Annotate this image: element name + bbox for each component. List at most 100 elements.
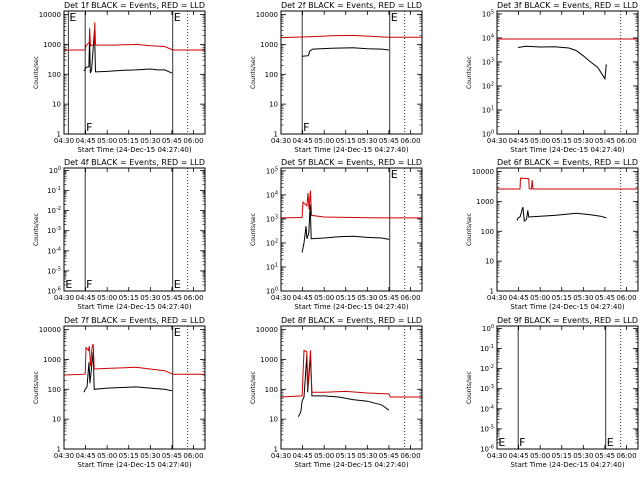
y-axis-label: Counts/sec (466, 213, 473, 246)
y-tick-label: 10000 (472, 168, 494, 176)
y-tick-label: 100 (481, 228, 494, 236)
plot-frame (280, 10, 423, 135)
y-tick-label: 100 (265, 386, 278, 394)
event-marker-label: E (174, 11, 181, 24)
x-tick-label: 05:45 (379, 452, 399, 460)
event-marker-label: E (391, 168, 398, 181)
y-tick-label: 10 (52, 101, 61, 109)
x-tick-label: 05:15 (552, 452, 572, 460)
x-tick-label: 05:15 (336, 452, 356, 460)
x-tick-label: 05:15 (119, 294, 139, 302)
y-tick-label: 1 (490, 288, 494, 296)
panel-title: Det 8f BLACK = Events, RED = LLD (281, 316, 422, 325)
x-tick-label: 06:00 (400, 294, 420, 302)
x-tick-label: 05:15 (119, 137, 139, 145)
series-lld (63, 343, 205, 376)
x-axis-label: Start Time (24-Dec-15 04:27:40) (510, 146, 624, 154)
event-marker-label: F (86, 121, 92, 134)
y-tick-label: 10-5 (47, 266, 61, 275)
detector-panel-3: Det 3f BLACK = Events, RED = LLD Start Ti… (466, 1, 639, 154)
y-tick-label: 1 (57, 446, 61, 454)
x-tick-label: 04:30 (271, 452, 291, 460)
x-axis-label: Start Time (24-Dec-15 04:27:40) (77, 461, 191, 469)
x-tick-label: 05:30 (357, 137, 377, 145)
y-tick-label: 10-1 (480, 344, 494, 353)
x-tick-label: 06:00 (400, 452, 420, 460)
x-tick-label: 06:00 (183, 294, 203, 302)
y-tick-label: 102 (482, 81, 494, 90)
x-tick-label: 05:00 (97, 137, 117, 145)
x-tick-label: 06:00 (616, 294, 636, 302)
x-tick-label: 05:00 (530, 137, 550, 145)
panel-title: Det 9f BLACK = Events, RED = LLD (497, 316, 638, 325)
panel-title: Det 2f BLACK = Events, RED = LLD (281, 1, 422, 10)
x-tick-label: 05:00 (97, 452, 117, 460)
x-tick-label: 06:00 (183, 452, 203, 460)
y-tick-label: 10 (52, 416, 61, 424)
x-tick-label: 06:00 (616, 137, 636, 145)
y-tick-label: 1000 (260, 356, 278, 364)
y-tick-label: 1 (274, 446, 278, 454)
series-lld (280, 190, 422, 219)
x-tick-label: 05:15 (119, 452, 139, 460)
plot-frame (63, 325, 206, 450)
plot-frame (496, 167, 639, 292)
x-tick-label: 05:45 (162, 137, 182, 145)
y-tick-label: 105 (482, 9, 494, 18)
plot-frame (280, 167, 423, 292)
x-tick-label: 05:30 (573, 137, 593, 145)
y-tick-label: 100 (482, 130, 494, 139)
x-axis-label: Start Time (24-Dec-15 04:27:40) (77, 303, 191, 311)
x-tick-label: 05:00 (314, 137, 334, 145)
y-tick-label: 10 (485, 258, 494, 266)
x-tick-label: 04:45 (292, 137, 312, 145)
y-axis-label: Counts/sec (250, 371, 257, 404)
y-axis-label: Counts/sec (466, 371, 473, 404)
y-tick-label: 103 (482, 57, 494, 66)
x-tick-label: 05:30 (357, 452, 377, 460)
plot-frame (280, 325, 423, 450)
y-tick-label: 1 (57, 131, 61, 139)
y-axis-label: Counts/sec (33, 371, 40, 404)
x-tick-label: 04:30 (487, 452, 507, 460)
x-tick-label: 05:30 (140, 452, 160, 460)
x-axis-label: Start Time (24-Dec-15 04:27:40) (510, 303, 624, 311)
x-tick-label: 06:00 (616, 452, 636, 460)
event-marker-label: E (498, 436, 505, 449)
detector-panel-1: Det 1f BLACK = Events, RED = LLD Start Ti… (33, 1, 206, 154)
x-tick-label: 05:00 (97, 294, 117, 302)
y-tick-label: 10-6 (480, 445, 494, 454)
x-tick-label: 06:00 (400, 137, 420, 145)
series-lld (497, 177, 638, 190)
y-tick-label: 10-2 (47, 206, 61, 215)
panel-title: Det 6f BLACK = Events, RED = LLD (497, 158, 638, 167)
y-tick-label: 10-5 (480, 424, 494, 433)
x-tick-label: 05:15 (336, 137, 356, 145)
x-tick-label: 05:45 (162, 294, 182, 302)
x-tick-label: 05:45 (595, 294, 615, 302)
event-marker-label: E (174, 278, 181, 291)
y-tick-label: 10-4 (480, 404, 494, 413)
series-events (302, 47, 389, 57)
y-axis-label: Counts/sec (250, 56, 257, 89)
y-axis-label: Counts/sec (250, 213, 257, 246)
panel-title: Det 4f BLACK = Events, RED = LLD (64, 158, 205, 167)
y-tick-label: 1000 (43, 41, 61, 49)
event-marker-label: E (65, 278, 72, 291)
x-tick-label: 05:15 (552, 137, 572, 145)
series-events (83, 30, 173, 74)
x-tick-label: 04:45 (508, 294, 528, 302)
y-tick-label: 1000 (260, 41, 278, 49)
y-tick-label: 100 (49, 166, 61, 175)
y-axis-label: Counts/sec (33, 56, 40, 89)
x-tick-label: 04:45 (508, 137, 528, 145)
x-tick-label: 05:30 (357, 294, 377, 302)
x-tick-label: 04:45 (508, 452, 528, 460)
plot-frame (496, 10, 639, 135)
y-tick-label: 100 (48, 386, 61, 394)
x-tick-label: 04:45 (292, 294, 312, 302)
x-tick-label: 05:15 (336, 294, 356, 302)
panel-title: Det 3f BLACK = Events, RED = LLD (497, 1, 638, 10)
y-tick-label: 10-3 (480, 384, 494, 393)
event-marker-label: E (391, 11, 398, 24)
